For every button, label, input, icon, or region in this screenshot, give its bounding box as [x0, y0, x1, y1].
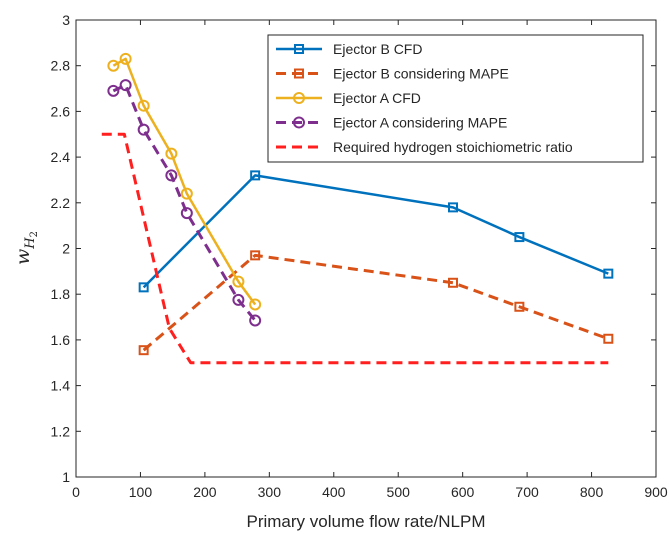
series-1-point: [138, 345, 149, 356]
y-tick-label: 2.4: [51, 149, 71, 165]
series-lines: [101, 57, 609, 365]
series-3-point: [137, 123, 150, 136]
y-tick-label: 1.8: [51, 286, 71, 302]
series-3-point: [180, 207, 193, 220]
x-tick-label: 700: [515, 484, 539, 500]
legend-label: Ejector A CFD: [333, 90, 421, 106]
y-tick-label: 1.4: [51, 378, 71, 394]
series-0-point: [603, 268, 614, 279]
legend-marker: [293, 116, 305, 129]
y-tick-label: 2.6: [51, 103, 71, 119]
x-axis-title: Primary volume flow rate/NLPM: [246, 512, 485, 531]
series-3-point: [232, 293, 245, 306]
series-0-point: [514, 232, 525, 243]
series-line-1: [142, 253, 609, 352]
series-line-3: [112, 83, 257, 322]
x-tick-label: 800: [580, 484, 604, 500]
series-markers: [107, 52, 614, 356]
y-tick-label: 2.8: [51, 58, 71, 74]
series-3-point: [249, 314, 262, 327]
x-tick-label: 0: [72, 484, 80, 500]
x-tick-label: 900: [644, 484, 668, 500]
series-line-4: [101, 132, 609, 365]
legend-label: Ejector B CFD: [333, 41, 422, 57]
y-tick-label: 1: [62, 469, 70, 485]
x-tick-label: 400: [322, 484, 346, 500]
series-1-point: [250, 250, 261, 261]
x-tick-label: 200: [193, 484, 217, 500]
series-2-point: [137, 99, 150, 112]
series-line-2: [112, 57, 257, 306]
series-0-point: [138, 282, 149, 293]
legend-box: [267, 34, 644, 163]
series-3-point: [107, 84, 120, 97]
series-3-point: [165, 169, 178, 182]
x-tick-label: 600: [451, 484, 475, 500]
y-axis-title: wH2: [12, 231, 40, 265]
series-line-0: [142, 174, 609, 289]
series-2-point: [249, 298, 262, 311]
y-tick-label: 1.6: [51, 332, 71, 348]
x-tick-label: 300: [258, 484, 282, 500]
series-2-point: [232, 275, 245, 288]
x-tick-label: 100: [129, 484, 153, 500]
x-tick-label: 500: [387, 484, 411, 500]
legend-marker: [294, 68, 304, 79]
series-1-point: [603, 333, 614, 344]
legend-label: Ejector B considering MAPE: [333, 66, 509, 82]
y-tick-label: 2: [62, 241, 70, 257]
series-3-point: [119, 79, 132, 92]
y-tick-label: 2.2: [51, 195, 71, 211]
y-tick-label: 1.2: [51, 423, 71, 439]
series-2-point: [119, 52, 132, 65]
series-2-point: [107, 59, 120, 72]
legend-label: Ejector A considering MAPE: [333, 115, 507, 131]
series-2-point: [180, 187, 193, 200]
series-0-point: [250, 170, 261, 181]
series-1-point: [448, 277, 458, 288]
y-tick-label: 3: [62, 12, 70, 28]
y-axis-ticks: 1 1.2 1.4 1.6 1.8 2 2.2 2.4 2.6 2.8 3: [51, 12, 656, 485]
y-axis-title-main: w: [12, 249, 34, 265]
y-axis-title-sub2: 2: [29, 231, 40, 237]
series-2-point: [165, 147, 178, 160]
legend-marker: [294, 44, 304, 54]
legend-marker: [293, 92, 305, 104]
legend-label: Required hydrogen stoichiometric ratio: [333, 139, 573, 155]
series-1-point: [514, 301, 525, 312]
legend: Ejector B CFD Ejector B considering MAPE E…: [267, 34, 644, 163]
y-axis-title-sub1: H: [23, 237, 38, 250]
x-axis-ticks: 0 100 200 300 400 500 600 700 800 900: [72, 20, 668, 500]
series-0-point: [448, 202, 458, 213]
